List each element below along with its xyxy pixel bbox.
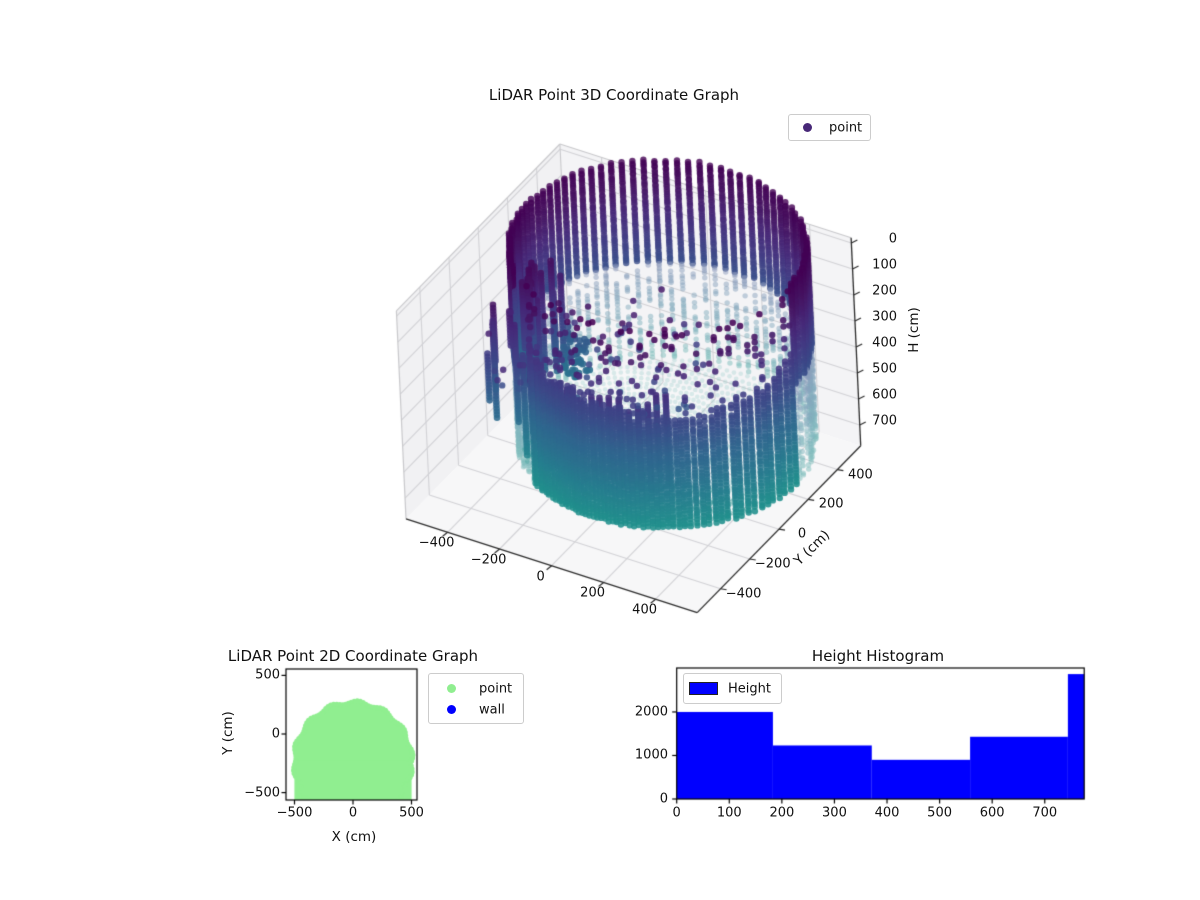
tick-label: 500: [927, 805, 953, 821]
plot3d-title: LiDAR Point 3D Coordinate Graph: [488, 86, 740, 104]
tick-label: 100: [872, 257, 897, 273]
tick-label: 100: [716, 805, 742, 821]
tick-label: 400: [632, 602, 658, 618]
tick-label: 1000: [634, 747, 668, 763]
tick-label: −200: [754, 556, 791, 572]
tick-label: 500: [255, 667, 280, 683]
tick-label: 600: [872, 387, 897, 403]
legend-label-point: point: [479, 681, 513, 697]
legend-label-height: Height: [728, 681, 771, 697]
tick-label: −400: [418, 535, 455, 551]
tick-label: 200: [769, 805, 795, 821]
tick-label: 0: [797, 526, 807, 542]
legend-label-point: point: [829, 120, 863, 136]
tick-label: −400: [725, 586, 762, 602]
tick-label: 700: [872, 413, 897, 429]
tick-label: 400: [874, 805, 900, 821]
tick-label: 200: [580, 585, 606, 601]
plot2d-y-axis-label: Y (cm): [220, 711, 236, 755]
tick-label: −500: [244, 785, 280, 801]
legend-label-wall: wall: [479, 702, 505, 718]
hist-legend: Height: [683, 673, 782, 704]
tick-label: −500: [276, 805, 313, 821]
tick-label: 200: [872, 283, 897, 299]
plot3d-h-axis-label: H (cm): [906, 307, 922, 353]
hist-title: Height Histogram: [811, 647, 945, 665]
tick-label: 200: [818, 496, 844, 512]
legend-marker-wall: [447, 705, 456, 714]
legend-marker-point: [447, 684, 456, 693]
tick-label: 400: [872, 335, 897, 351]
tick-label: 0: [659, 791, 668, 807]
plot2d-title: LiDAR Point 2D Coordinate Graph: [227, 647, 479, 665]
plot3d-legend: point: [788, 114, 871, 141]
tick-label: 400: [847, 467, 873, 483]
tick-label: 500: [872, 361, 897, 377]
tick-label: 0: [888, 231, 897, 247]
tick-label: 300: [822, 805, 847, 821]
tick-label: 2000: [634, 704, 668, 720]
tick-label: 0: [672, 805, 681, 821]
tick-label: 300: [872, 309, 897, 325]
tick-label: 0: [348, 805, 358, 821]
tick-label: 700: [1032, 805, 1058, 821]
legend-marker-height: [689, 682, 718, 695]
plot2d-legend: point wall: [428, 673, 524, 724]
tick-label: 500: [399, 805, 424, 821]
legend-marker-point: [803, 123, 812, 132]
tick-label: 0: [536, 569, 545, 585]
tick-label: 0: [271, 726, 280, 742]
plot2d-x-axis-label: X (cm): [331, 829, 377, 845]
tick-label: 600: [979, 805, 1005, 821]
tick-label: −200: [470, 552, 507, 568]
